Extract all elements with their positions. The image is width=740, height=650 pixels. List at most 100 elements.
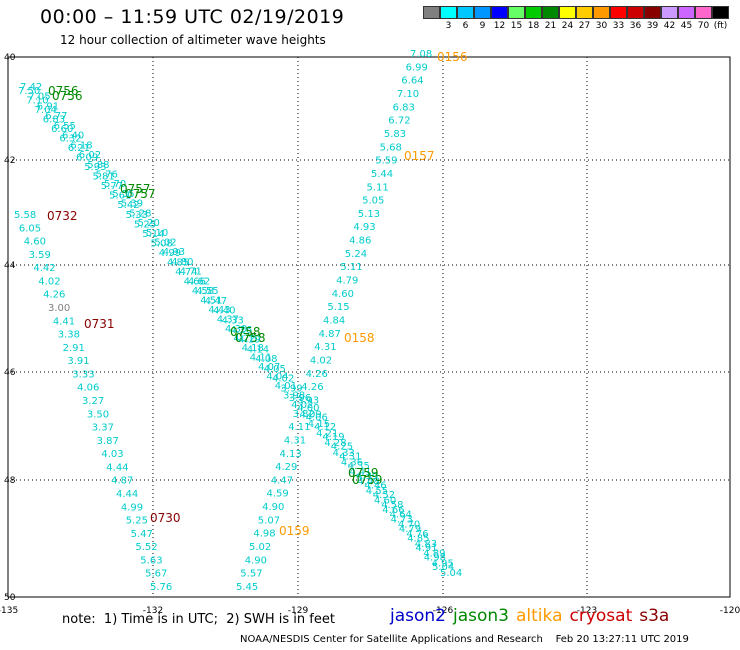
wave-height-label: 6.83: [43, 115, 65, 126]
longitude-label: -123: [577, 606, 597, 616]
track-cryosat: 5.58 6.05 4.60 3.59 4.42 4.02 4.26 3.00 4.41 3.38…: [14, 209, 181, 593]
wave-height-label: 4.55: [196, 286, 218, 297]
wave-height-label: 5.83: [384, 129, 406, 140]
wave-height-label: 4.47: [271, 475, 293, 486]
wave-height-label: 5.42: [117, 200, 139, 211]
pass-time-label: 0731: [84, 317, 115, 331]
wave-height-label: 4.87: [319, 329, 341, 340]
wave-height-label: 4.30: [225, 324, 247, 335]
pass-time-label: 0159: [279, 524, 310, 538]
track-jason3: 7.507.107.046.836.606.326.216.095.935.81…: [18, 86, 454, 573]
wave-height-label: 4.44: [106, 462, 128, 473]
wave-height-label: 4.85: [407, 533, 429, 544]
wave-height-label: 4.86: [349, 236, 371, 247]
pass-time-label: 0756: [52, 89, 83, 103]
wave-height-label: 2.91: [63, 343, 85, 354]
wave-height-label: 5.52: [135, 542, 157, 553]
wave-height-label: 4.55: [366, 486, 388, 497]
wave-height-label: 6.77: [45, 111, 67, 122]
wave-height-label: 4.40: [213, 306, 235, 317]
wave-height-label: 4.83: [415, 539, 437, 550]
satellite-legend-item: jason2: [390, 606, 446, 626]
longitude-label: -129: [288, 606, 309, 616]
wave-height-label: 4.35: [348, 461, 370, 472]
wave-height-label: 4.58: [192, 286, 214, 297]
longitude-label: -120: [720, 606, 740, 616]
satellite-legend: jason2 jason3 altika cryosat s3a: [390, 606, 676, 626]
wave-height-label: 4.26: [43, 290, 65, 301]
pass-time-label: 0758: [235, 331, 266, 345]
latitude-label: 42: [4, 156, 15, 166]
wave-height-label: 5.63: [140, 555, 162, 566]
wave-height-label: 4.19: [322, 432, 344, 443]
wave-height-label: 4.47: [205, 296, 227, 307]
wave-height-label: 4.90: [262, 502, 284, 513]
wave-height-label: 7.08: [410, 49, 432, 60]
colorbar-swatch: [508, 6, 525, 19]
wave-height-label: 6.91: [37, 101, 59, 112]
wave-height-label: 4.02: [272, 374, 294, 385]
pass-time-label: 0759: [348, 466, 379, 480]
pass-time-label: 0759: [352, 473, 383, 487]
wave-height-label: 4.21: [316, 429, 338, 440]
wave-height-label: 4.33: [222, 315, 244, 326]
pass-time-label: 0730: [150, 511, 181, 525]
wave-height-label: 3.91: [67, 356, 89, 367]
wave-height-label: 6.72: [388, 116, 410, 127]
colorbar-label: 45: [680, 21, 693, 31]
wave-height-label: 4.14: [247, 344, 269, 355]
wave-height-label: 4.95: [432, 558, 454, 569]
wave-height-label: 5.02: [154, 238, 176, 249]
wave-height-label: 5.04: [440, 568, 462, 579]
wave-height-label: 4.02: [310, 356, 332, 367]
wave-height-label: 4.99: [159, 248, 181, 259]
wave-height-label: 4.60: [374, 495, 396, 506]
wave-height-label: 4.62: [188, 276, 210, 287]
colorbar-swatch: [559, 6, 576, 19]
wave-height-label: 4.98: [253, 529, 275, 540]
wave-height-label: 3.87: [97, 436, 119, 447]
latitude-label: 44: [4, 261, 16, 271]
colorbar-label: 9: [479, 21, 486, 31]
wave-height-label: 4.19: [238, 335, 260, 346]
longitude-labels: -135 -132 -129 -126 -123 -120: [0, 606, 740, 616]
wave-height-label: 4.06: [306, 413, 328, 424]
wave-height-label: 4.41: [53, 316, 75, 327]
latitude-label: 40: [4, 53, 16, 63]
colorbar-swatch: [712, 6, 729, 19]
wave-height-label: 4.07: [258, 362, 280, 373]
wave-height-label: 4.39: [356, 471, 378, 482]
wave-height-label: 5.20: [138, 218, 160, 229]
colorbar-swatch: [661, 6, 678, 19]
latitude-label: 50: [4, 593, 16, 603]
footer-credit: NOAA/NESDIS Center for Satellite Applica…: [240, 634, 689, 645]
wave-height-label: 4.31: [284, 435, 306, 446]
colorbar-swatch: [491, 6, 508, 19]
colorbar-label: 70: [697, 21, 710, 31]
wave-height-label: 4.91: [415, 543, 437, 554]
wave-height-label: 7.04: [35, 105, 57, 116]
wave-height-label: 3.38: [58, 330, 80, 341]
colorbar-label: 30: [595, 21, 608, 31]
wave-height-label: 4.66: [382, 505, 404, 516]
wave-height-label: 6.05: [19, 223, 41, 234]
wave-height-label: 5.07: [258, 515, 280, 526]
wave-height-label: 7.50: [18, 86, 40, 97]
colorbar-swatch: [610, 6, 627, 19]
wave-height-label: 7.10: [26, 96, 48, 107]
wave-height-label: 6.21: [68, 143, 90, 154]
chart-title: 00:00 – 11:59 UTC 02/19/2019: [40, 6, 345, 28]
footer-note: note: 1) Time is in UTC; 2) SWH is in fe…: [62, 612, 335, 627]
wave-height-label: 4.11: [288, 422, 310, 433]
wave-height-label: 4.70: [398, 519, 420, 530]
wave-height-label: 4.08: [255, 354, 277, 365]
colorbar-label: 42: [663, 21, 676, 31]
wave-height-label: 3.93: [297, 395, 319, 406]
wave-height-label: 4.09: [300, 410, 322, 421]
wave-height-label: 3.27: [82, 396, 104, 407]
wave-height-label: 5.45: [236, 582, 258, 593]
wave-height-label: 5.58: [14, 210, 36, 221]
wave-height-label: 4.42: [33, 263, 55, 274]
colorbar-swatch: [627, 6, 644, 19]
